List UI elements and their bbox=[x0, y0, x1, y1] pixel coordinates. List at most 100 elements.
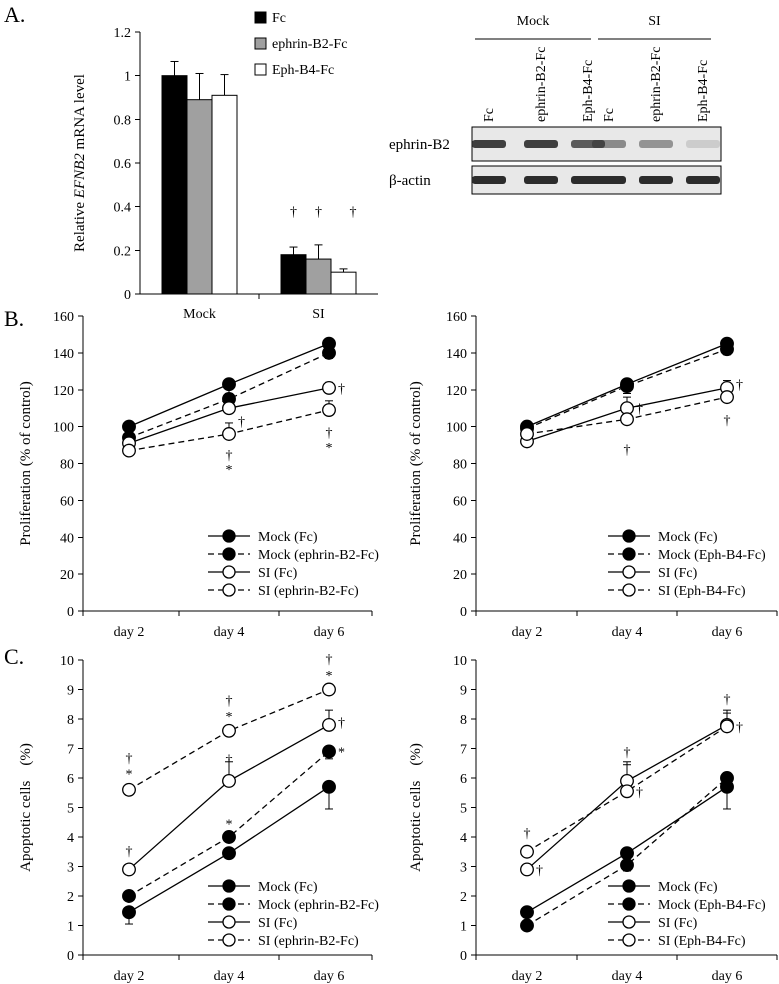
apoptosis-chart-eph-b4: 0 1 2 3 4 5 6 7 8 9 10 day 2 day 4 day 6 Apoptotic cel… bbox=[408, 654, 778, 984]
series-line bbox=[526, 777, 728, 927]
group-label: Mock bbox=[517, 14, 550, 29]
y-tick-label: 100 bbox=[53, 421, 74, 436]
blot-band bbox=[639, 140, 673, 148]
lane-label: ephrin-B2-Fc bbox=[649, 47, 664, 122]
legend-marker bbox=[222, 529, 236, 543]
y-tick-label: 0.6 bbox=[114, 157, 132, 172]
panel-label-c: C. bbox=[4, 644, 24, 669]
data-point bbox=[520, 918, 534, 933]
legend-marker bbox=[222, 583, 236, 597]
legend-label: Fc bbox=[272, 11, 286, 26]
significance-mark: * bbox=[326, 669, 333, 684]
legend-label: Mock (Eph-B4-Fc) bbox=[658, 548, 766, 563]
y-tick-label: 0 bbox=[67, 949, 74, 964]
data-point bbox=[720, 771, 734, 785]
proliferation-chart-ephrin-b2: 0 20 40 60 80 100 120 140 160 day 2 day 4 day 6 Prol… bbox=[18, 310, 379, 640]
bar bbox=[330, 271, 357, 295]
x-tick-label: SI bbox=[312, 307, 325, 322]
blot-band bbox=[686, 176, 720, 184]
data-point bbox=[720, 719, 734, 734]
data-point bbox=[122, 782, 136, 797]
lane-label: ephrin-B2-Fc bbox=[534, 47, 549, 122]
y-axis-label: Proliferation (% of control) bbox=[408, 381, 424, 546]
group-label: SI bbox=[648, 14, 661, 29]
significance-mark: † bbox=[724, 413, 731, 428]
legend-label: SI (ephrin-B2-Fc) bbox=[258, 584, 359, 599]
legend-marker bbox=[222, 897, 236, 911]
y-tick-label: 3 bbox=[67, 861, 74, 876]
significance-mark: † bbox=[624, 443, 631, 458]
y-tick-label: 6 bbox=[67, 772, 74, 787]
x-tick-label: day 6 bbox=[712, 969, 743, 984]
western-blot: Mock SI Fc ephrin-B2-Fc Eph-B4-Fc Fc ephrin-B2… bbox=[389, 14, 722, 195]
y-tick-label: 2 bbox=[67, 890, 74, 905]
data-point bbox=[620, 412, 634, 427]
y-tick-label: 3 bbox=[460, 861, 467, 876]
x-tick-label: day 2 bbox=[512, 969, 543, 984]
y-tick-label: 2 bbox=[460, 890, 467, 905]
y-tick-label: 9 bbox=[460, 684, 467, 699]
apoptosis-chart-ephrin-b2: 0 1 2 3 4 5 6 7 8 9 10 day 2 day 4 day 6 Apoptotic cel… bbox=[18, 653, 379, 984]
data-point bbox=[520, 905, 534, 920]
x-tick-label: day 2 bbox=[114, 969, 145, 984]
legend-label: Mock (Fc) bbox=[258, 530, 318, 545]
significance-mark: † bbox=[636, 785, 643, 800]
legend-label: SI (Fc) bbox=[258, 566, 298, 581]
y-tick-label: 0.8 bbox=[114, 113, 132, 128]
y-tick-label: 80 bbox=[453, 458, 467, 473]
y-tick-label: 160 bbox=[446, 310, 467, 325]
data-point bbox=[222, 401, 236, 416]
legend-marker bbox=[622, 529, 636, 543]
legend-label: Mock (ephrin-B2-Fc) bbox=[258, 548, 379, 563]
legend-label: SI (ephrin-B2-Fc) bbox=[258, 934, 359, 949]
y-axis-label: Apoptotic cells (%) bbox=[408, 743, 424, 872]
significance-mark: † bbox=[636, 402, 643, 417]
blot-band bbox=[592, 176, 626, 184]
y-axis-label: Relative EFNB2 mRNA level bbox=[72, 74, 88, 252]
y-tick-label: 5 bbox=[67, 802, 74, 817]
data-point bbox=[322, 403, 336, 417]
y-tick-label: 8 bbox=[460, 713, 467, 728]
x-tick-label: day 6 bbox=[314, 625, 345, 640]
data-point bbox=[122, 443, 136, 458]
bar bbox=[161, 75, 188, 295]
data-point bbox=[322, 345, 336, 360]
bar bbox=[186, 99, 213, 295]
x-tick-label: day 6 bbox=[314, 969, 345, 984]
significance-mark: * bbox=[226, 818, 233, 833]
bar bbox=[305, 258, 332, 295]
lane-label: Fc bbox=[602, 108, 617, 122]
data-point bbox=[122, 889, 136, 903]
data-point bbox=[620, 846, 634, 861]
y-tick-label: 80 bbox=[60, 458, 74, 473]
legend-label: Eph-B4-Fc bbox=[272, 63, 334, 78]
blot-row-label: ephrin-B2 bbox=[389, 137, 450, 153]
bar-chart-efnb2-mrna: 0 0.2 0.4 0.6 0.8 1 1.2 Mock SI † † † Fc ephrin-B2-Fc… bbox=[72, 11, 378, 322]
y-tick-label: 1.2 bbox=[114, 26, 132, 41]
series-line bbox=[128, 352, 330, 439]
y-tick-label: 0 bbox=[124, 288, 131, 303]
lane-label: Fc bbox=[482, 108, 497, 122]
significance-mark: † bbox=[536, 863, 543, 878]
significance-mark: † bbox=[126, 844, 133, 859]
legend-label: ephrin-B2-Fc bbox=[272, 37, 347, 52]
y-tick-label: 140 bbox=[446, 347, 467, 362]
y-tick-label: 7 bbox=[460, 743, 467, 758]
blot-row-label: β-actin bbox=[389, 173, 431, 189]
blot-band bbox=[524, 140, 558, 148]
x-tick-label: day 2 bbox=[114, 625, 145, 640]
data-point bbox=[122, 862, 136, 877]
blot-band bbox=[472, 176, 506, 184]
y-tick-label: 1 bbox=[67, 920, 74, 935]
legend-marker bbox=[622, 547, 636, 561]
legend-label: SI (Eph-B4-Fc) bbox=[658, 934, 746, 949]
data-point bbox=[520, 844, 534, 859]
significance-mark: † bbox=[524, 827, 531, 842]
data-point bbox=[620, 858, 634, 872]
legend-marker bbox=[622, 879, 636, 893]
y-tick-label: 0.4 bbox=[114, 201, 132, 216]
data-point bbox=[222, 377, 236, 392]
y-tick-label: 0 bbox=[460, 605, 467, 620]
y-tick-label: 1 bbox=[124, 70, 131, 85]
